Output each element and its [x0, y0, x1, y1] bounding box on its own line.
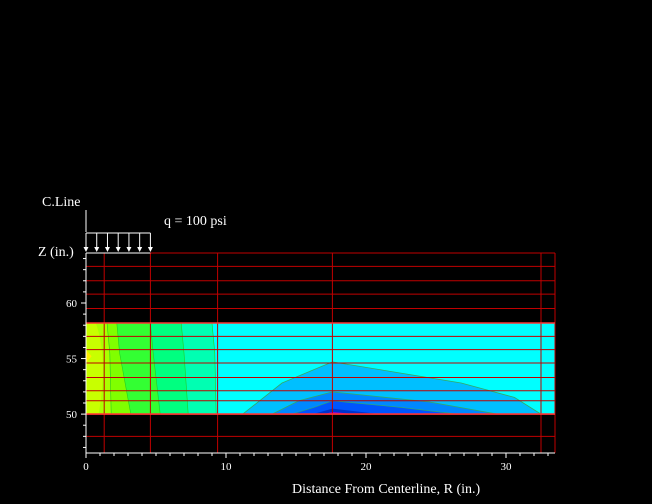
y-tick-label-50: 50 — [66, 409, 78, 421]
x-tick-label-30: 30 — [501, 461, 513, 473]
x-tick-label-20: 20 — [361, 461, 373, 473]
x-tick-label-10: 10 — [221, 461, 233, 473]
x-tick-label-0: 0 — [83, 461, 89, 473]
centerline-label: C.Line — [42, 195, 81, 210]
load-diagram — [83, 232, 153, 254]
contour-fills — [85, 322, 555, 415]
tick-labels: 0 10 20 30 50 55 60 — [66, 258, 549, 473]
load-arrow-head-0 — [83, 247, 89, 252]
load-arrow-head-1 — [94, 247, 100, 252]
z-axis-label: Z (in.) — [38, 245, 74, 260]
load-arrow-head-3 — [115, 247, 121, 252]
y-tick-label-55: 55 — [66, 354, 78, 366]
contour-band-centerline — [86, 323, 103, 415]
centerline-mark — [86, 349, 92, 363]
x-axis-label: Distance From Centerline, R (in.) — [292, 482, 481, 497]
load-arrow-head-5 — [137, 247, 143, 252]
y-tick-label-60: 60 — [66, 298, 78, 310]
load-label: q = 100 psi — [164, 214, 227, 229]
axes — [85, 210, 555, 454]
load-arrow-head-2 — [104, 247, 110, 252]
load-arrow-head-6 — [147, 247, 153, 252]
load-arrow-head-4 — [126, 247, 132, 252]
